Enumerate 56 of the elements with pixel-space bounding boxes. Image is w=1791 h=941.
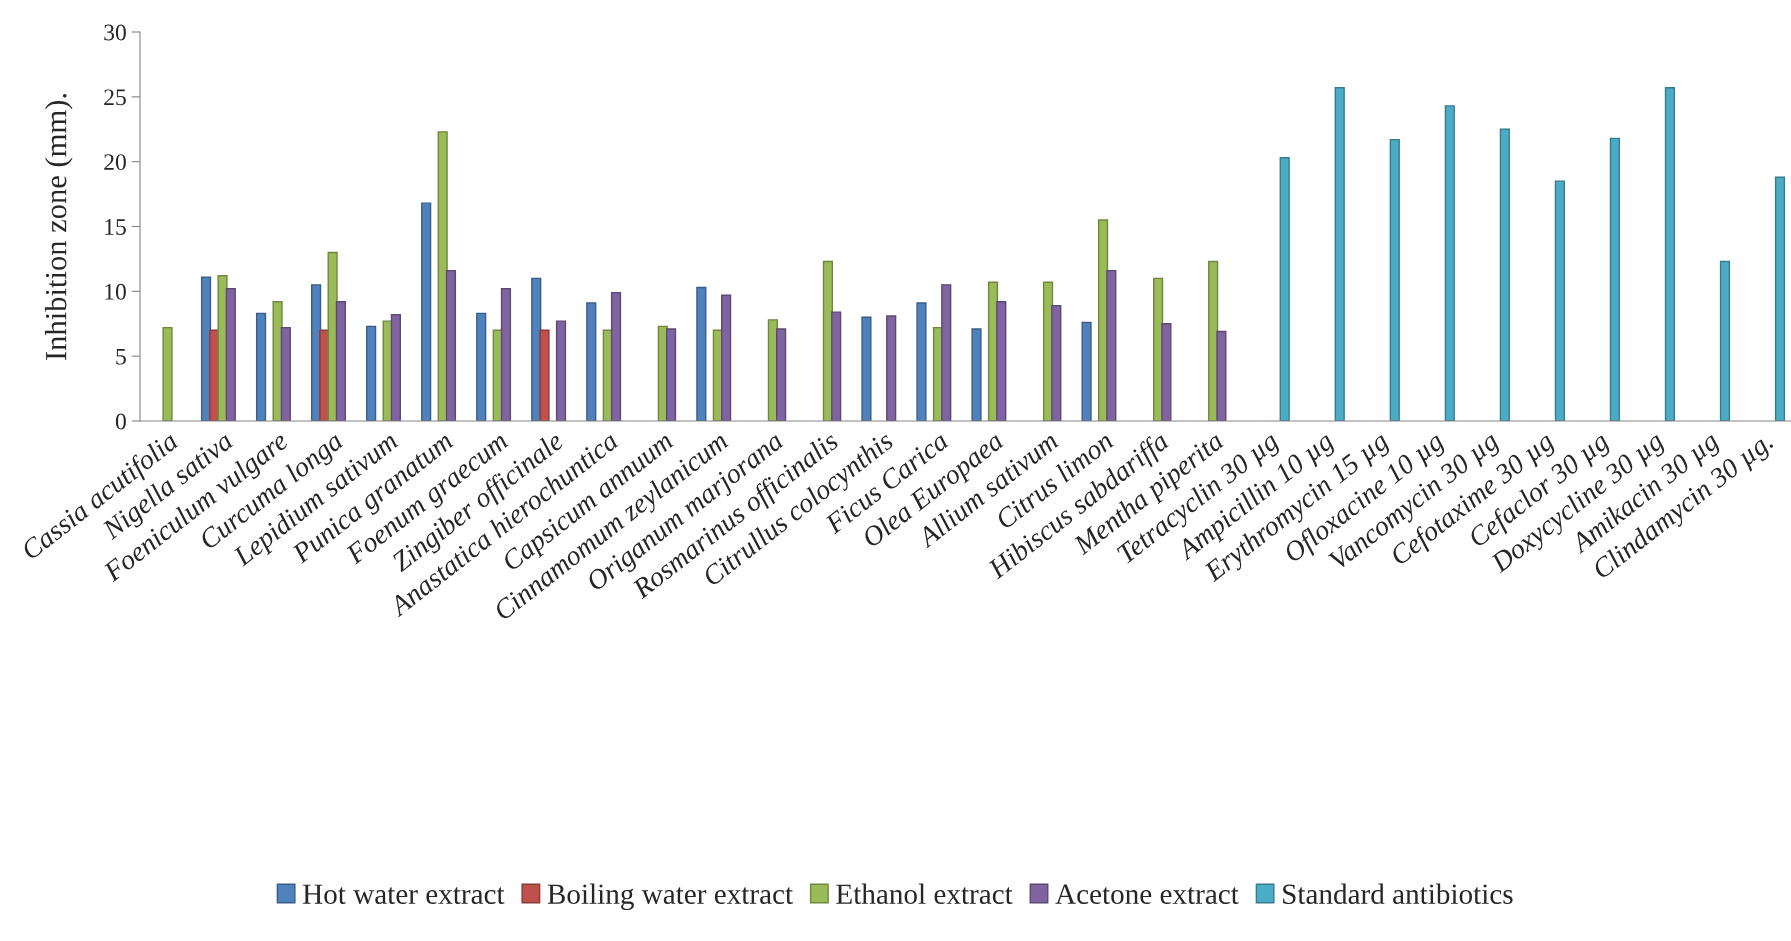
bar bbox=[861, 316, 872, 421]
bar bbox=[1774, 176, 1786, 421]
bar bbox=[476, 312, 487, 421]
y-axis-title: Inhibition zone (mm). bbox=[44, 94, 73, 360]
bar bbox=[996, 301, 1007, 421]
bar bbox=[1216, 330, 1227, 421]
bar bbox=[1334, 87, 1345, 421]
bar bbox=[696, 286, 707, 421]
bar bbox=[831, 311, 842, 421]
bar bbox=[665, 328, 677, 421]
bar bbox=[217, 275, 228, 421]
bar bbox=[1106, 269, 1117, 421]
legend-label: Acetone extract bbox=[1055, 884, 1239, 905]
bar bbox=[445, 269, 457, 421]
bar bbox=[1554, 180, 1565, 421]
bar bbox=[941, 284, 952, 421]
bar bbox=[255, 312, 267, 421]
legend-label: Boiling water extract bbox=[547, 883, 793, 911]
bar bbox=[390, 313, 402, 421]
bar bbox=[225, 288, 236, 421]
bar bbox=[335, 301, 346, 421]
bar bbox=[272, 301, 283, 421]
bar bbox=[421, 202, 432, 421]
bar bbox=[366, 325, 377, 421]
bar bbox=[1444, 105, 1455, 421]
bar bbox=[586, 302, 597, 421]
bar bbox=[916, 302, 927, 421]
bar bbox=[971, 328, 982, 421]
y-tick-label: 0 bbox=[115, 413, 126, 430]
bar bbox=[280, 326, 291, 421]
bar bbox=[610, 291, 622, 421]
bar bbox=[539, 329, 550, 421]
bar bbox=[1161, 323, 1172, 421]
bar bbox=[1081, 321, 1092, 421]
bar bbox=[1609, 137, 1620, 421]
bar bbox=[776, 328, 787, 421]
legend-label: Standard antibiotics bbox=[1283, 883, 1513, 905]
bar bbox=[886, 315, 897, 421]
y-tick-label: 20 bbox=[104, 154, 126, 171]
bar bbox=[1279, 157, 1290, 421]
bar bbox=[1664, 87, 1676, 421]
bar bbox=[1719, 260, 1731, 421]
bar bbox=[1499, 128, 1510, 421]
y-tick-label: 30 bbox=[104, 24, 126, 41]
y-tick-label: 25 bbox=[104, 89, 126, 106]
y-tick-label: 15 bbox=[105, 219, 126, 235]
bar bbox=[555, 320, 567, 421]
y-tick-label: 5 bbox=[116, 348, 126, 365]
y-tick-label: 10 bbox=[105, 283, 126, 300]
legend-label: Hot water extract bbox=[303, 884, 505, 905]
bar bbox=[162, 326, 173, 421]
bar bbox=[500, 288, 512, 421]
bar bbox=[1389, 138, 1400, 421]
legend-label: Ethanol extract bbox=[836, 883, 1013, 905]
bar bbox=[1051, 304, 1062, 421]
bar bbox=[721, 294, 732, 421]
